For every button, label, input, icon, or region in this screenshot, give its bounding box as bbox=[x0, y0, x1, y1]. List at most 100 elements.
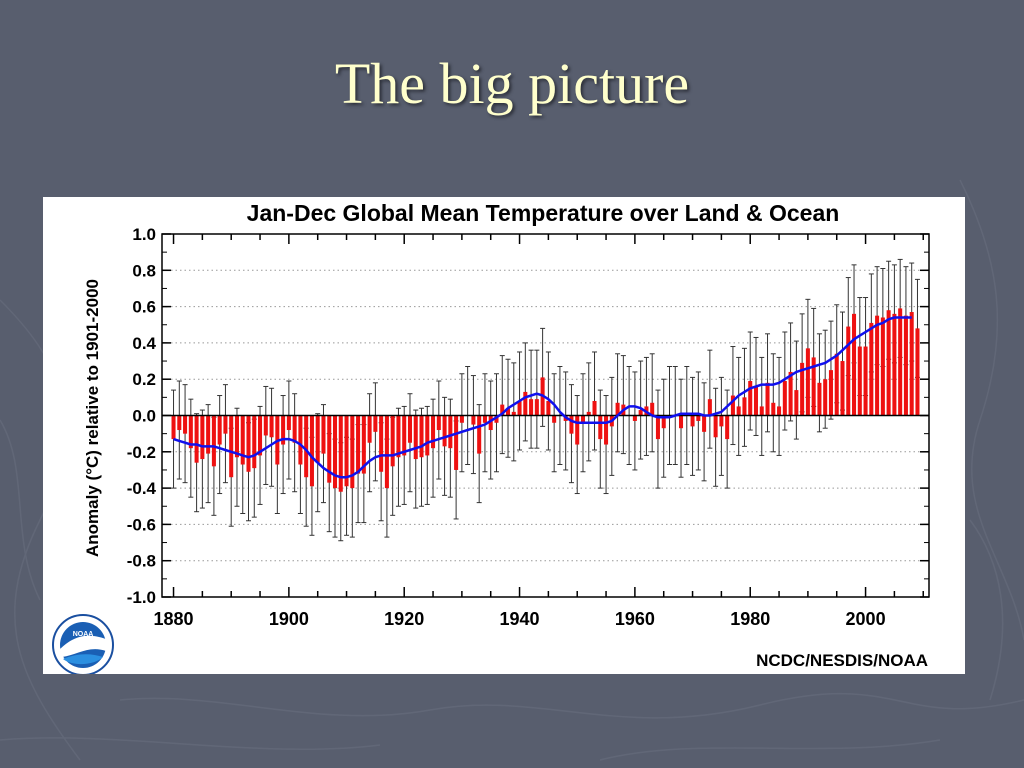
anomaly-bar bbox=[211, 415, 216, 467]
anomaly-bar bbox=[828, 370, 833, 416]
y-tick-label: 0.8 bbox=[132, 261, 156, 280]
y-tick-labels: 1.0 0.8 0.6 0.4 0.2 0.0 -0.2 -0.4 -0.6 -0.8 -1.0 bbox=[127, 225, 157, 607]
anomaly-bar bbox=[592, 400, 597, 416]
anomaly-bar bbox=[534, 399, 539, 416]
anomaly-bar bbox=[258, 415, 263, 456]
anomaly-bar bbox=[246, 415, 251, 472]
anomaly-bar bbox=[194, 415, 199, 463]
anomaly-bar bbox=[771, 402, 776, 416]
anomaly-bar bbox=[321, 415, 326, 454]
anomaly-bar bbox=[177, 415, 182, 431]
x-tick-label: 1880 bbox=[154, 609, 194, 629]
y-tick-label: 0.0 bbox=[132, 407, 156, 426]
anomaly-bar bbox=[800, 362, 805, 416]
anomaly-bar bbox=[384, 415, 389, 489]
anomaly-bar bbox=[482, 415, 487, 423]
anomaly-bar bbox=[505, 408, 511, 416]
y-tick-label: 0.2 bbox=[132, 370, 156, 389]
anomaly-bar bbox=[431, 415, 436, 449]
y-tick-label: 1.0 bbox=[132, 225, 156, 244]
anomaly-bar bbox=[886, 310, 891, 416]
anomaly-bar bbox=[223, 415, 228, 434]
anomaly-bar bbox=[782, 381, 787, 416]
anomaly-bar bbox=[546, 400, 551, 416]
plot-frame bbox=[161, 233, 930, 598]
chart-title: Jan-Dec Global Mean Temperature over Lan… bbox=[247, 200, 840, 226]
anomaly-bar bbox=[811, 357, 816, 416]
anomaly-bar bbox=[725, 415, 730, 440]
trend-line bbox=[173, 316, 912, 479]
anomaly-bar bbox=[390, 415, 395, 467]
anomaly-bar bbox=[650, 402, 655, 416]
anomaly-bar bbox=[448, 415, 453, 449]
anomaly-bar bbox=[598, 415, 603, 440]
anomaly-bar bbox=[552, 415, 557, 423]
anomaly-bar bbox=[575, 415, 580, 445]
anomaly-bar bbox=[413, 415, 418, 460]
anomaly-bar bbox=[436, 415, 441, 431]
anomaly-bar bbox=[281, 415, 286, 445]
anomaly-bar bbox=[269, 415, 274, 438]
anomaly-bar bbox=[817, 382, 822, 416]
x-tick-label: 1960 bbox=[615, 609, 655, 629]
y-tick-label: -0.4 bbox=[127, 479, 157, 498]
anomaly-bar bbox=[367, 415, 372, 443]
anomaly-bar bbox=[240, 415, 245, 465]
anomaly-bar bbox=[580, 415, 586, 423]
anomaly-bar bbox=[569, 415, 574, 434]
anomaly-bar bbox=[748, 381, 753, 416]
anomaly-bar bbox=[898, 308, 903, 416]
anomaly-bar bbox=[679, 415, 684, 429]
anomaly-bar bbox=[344, 415, 349, 487]
anomaly-bar bbox=[655, 415, 660, 440]
anomaly-bar bbox=[263, 415, 268, 436]
anomaly-bar bbox=[529, 399, 534, 416]
x-tick-label: 2000 bbox=[846, 609, 886, 629]
anomaly-bar bbox=[632, 415, 637, 421]
anomaly-bar bbox=[425, 415, 430, 456]
anomaly-bar bbox=[661, 415, 666, 429]
x-tick-label: 1940 bbox=[500, 609, 540, 629]
anomaly-bar bbox=[753, 386, 759, 416]
anomaly-bar bbox=[494, 415, 499, 423]
anomaly-bar bbox=[407, 415, 412, 443]
anomaly-bar bbox=[315, 415, 320, 463]
anomaly-bar bbox=[396, 415, 401, 458]
anomaly-bar bbox=[719, 415, 724, 427]
anomaly-bar bbox=[471, 415, 476, 425]
anomaly-bar bbox=[298, 415, 303, 465]
x-tick-label: 1980 bbox=[730, 609, 770, 629]
anomaly-bar bbox=[805, 348, 810, 416]
x-tick-labels: 1880 1900 1920 1940 1960 1980 2000 bbox=[154, 609, 886, 629]
anomaly-bar bbox=[759, 406, 764, 416]
anomaly-bar bbox=[713, 415, 718, 438]
anomaly-bar bbox=[229, 415, 234, 478]
anomaly-bar bbox=[459, 415, 464, 423]
anomaly-bar bbox=[332, 415, 338, 489]
anomaly-bar bbox=[419, 415, 424, 458]
chart-figure: Jan-Dec Global Mean Temperature over Lan… bbox=[43, 197, 965, 674]
y-tick-label: -0.2 bbox=[127, 443, 156, 462]
anomaly-bar bbox=[852, 313, 857, 416]
anomaly-bar bbox=[183, 415, 188, 434]
y-tick-label: 0.4 bbox=[132, 334, 156, 353]
anomaly-bar bbox=[356, 415, 361, 474]
anomaly-bars bbox=[171, 308, 920, 492]
anomaly-bar bbox=[586, 411, 591, 416]
anomaly-bar bbox=[286, 415, 291, 431]
anomaly-bar bbox=[869, 322, 874, 416]
anomaly-bar bbox=[327, 415, 332, 483]
anomaly-bar bbox=[200, 415, 205, 460]
anomaly-bar bbox=[915, 328, 920, 416]
anomaly-bar bbox=[892, 313, 897, 416]
x-tick-label: 1920 bbox=[384, 609, 424, 629]
y-tick-label: -0.8 bbox=[127, 552, 156, 571]
anomaly-bar bbox=[338, 415, 343, 492]
anomaly-bar bbox=[730, 395, 735, 416]
anomaly-bar bbox=[777, 406, 782, 416]
trend-curve bbox=[173, 316, 912, 479]
y-tick-label: 0.6 bbox=[132, 298, 156, 317]
anomaly-bar bbox=[292, 415, 297, 443]
anomaly-bar bbox=[794, 390, 799, 416]
